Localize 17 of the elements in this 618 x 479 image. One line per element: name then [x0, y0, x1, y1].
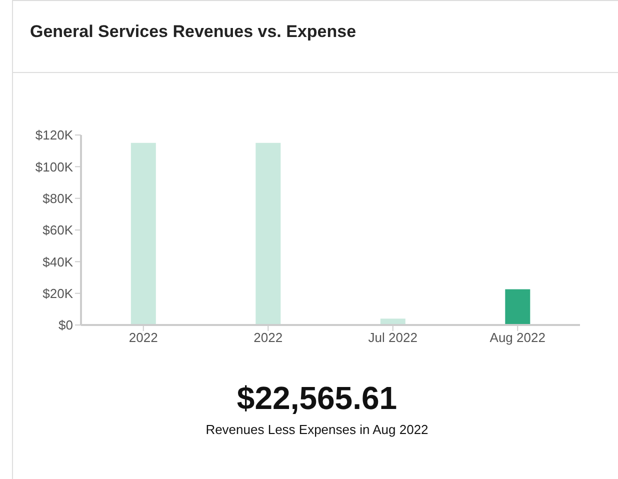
- x-tick-label: Aug 2022: [490, 330, 546, 346]
- y-tick-label: $100K: [35, 159, 74, 174]
- bar: [256, 142, 281, 325]
- x-tick-label: 2022: [128, 330, 158, 346]
- y-tick-label: $40K: [42, 254, 74, 270]
- chart-title: General Services Revenues vs. Expense: [30, 22, 356, 42]
- x-tick-label: 2022: [254, 330, 283, 346]
- y-tick-label: $0: [58, 318, 73, 333]
- bar: [505, 289, 530, 325]
- y-tick-label: $120K: [35, 128, 74, 143]
- x-tick-label: Jul 2022: [368, 330, 418, 346]
- y-tick-label: $80K: [42, 190, 74, 206]
- y-tick-label: $60K: [42, 222, 74, 238]
- bar: [130, 142, 156, 325]
- text: Revenues Less Expenses in Aug 2022: [204, 422, 430, 437]
- text: $22,565.61: [236, 380, 398, 417]
- y-tick-label: $20K: [42, 286, 74, 301]
